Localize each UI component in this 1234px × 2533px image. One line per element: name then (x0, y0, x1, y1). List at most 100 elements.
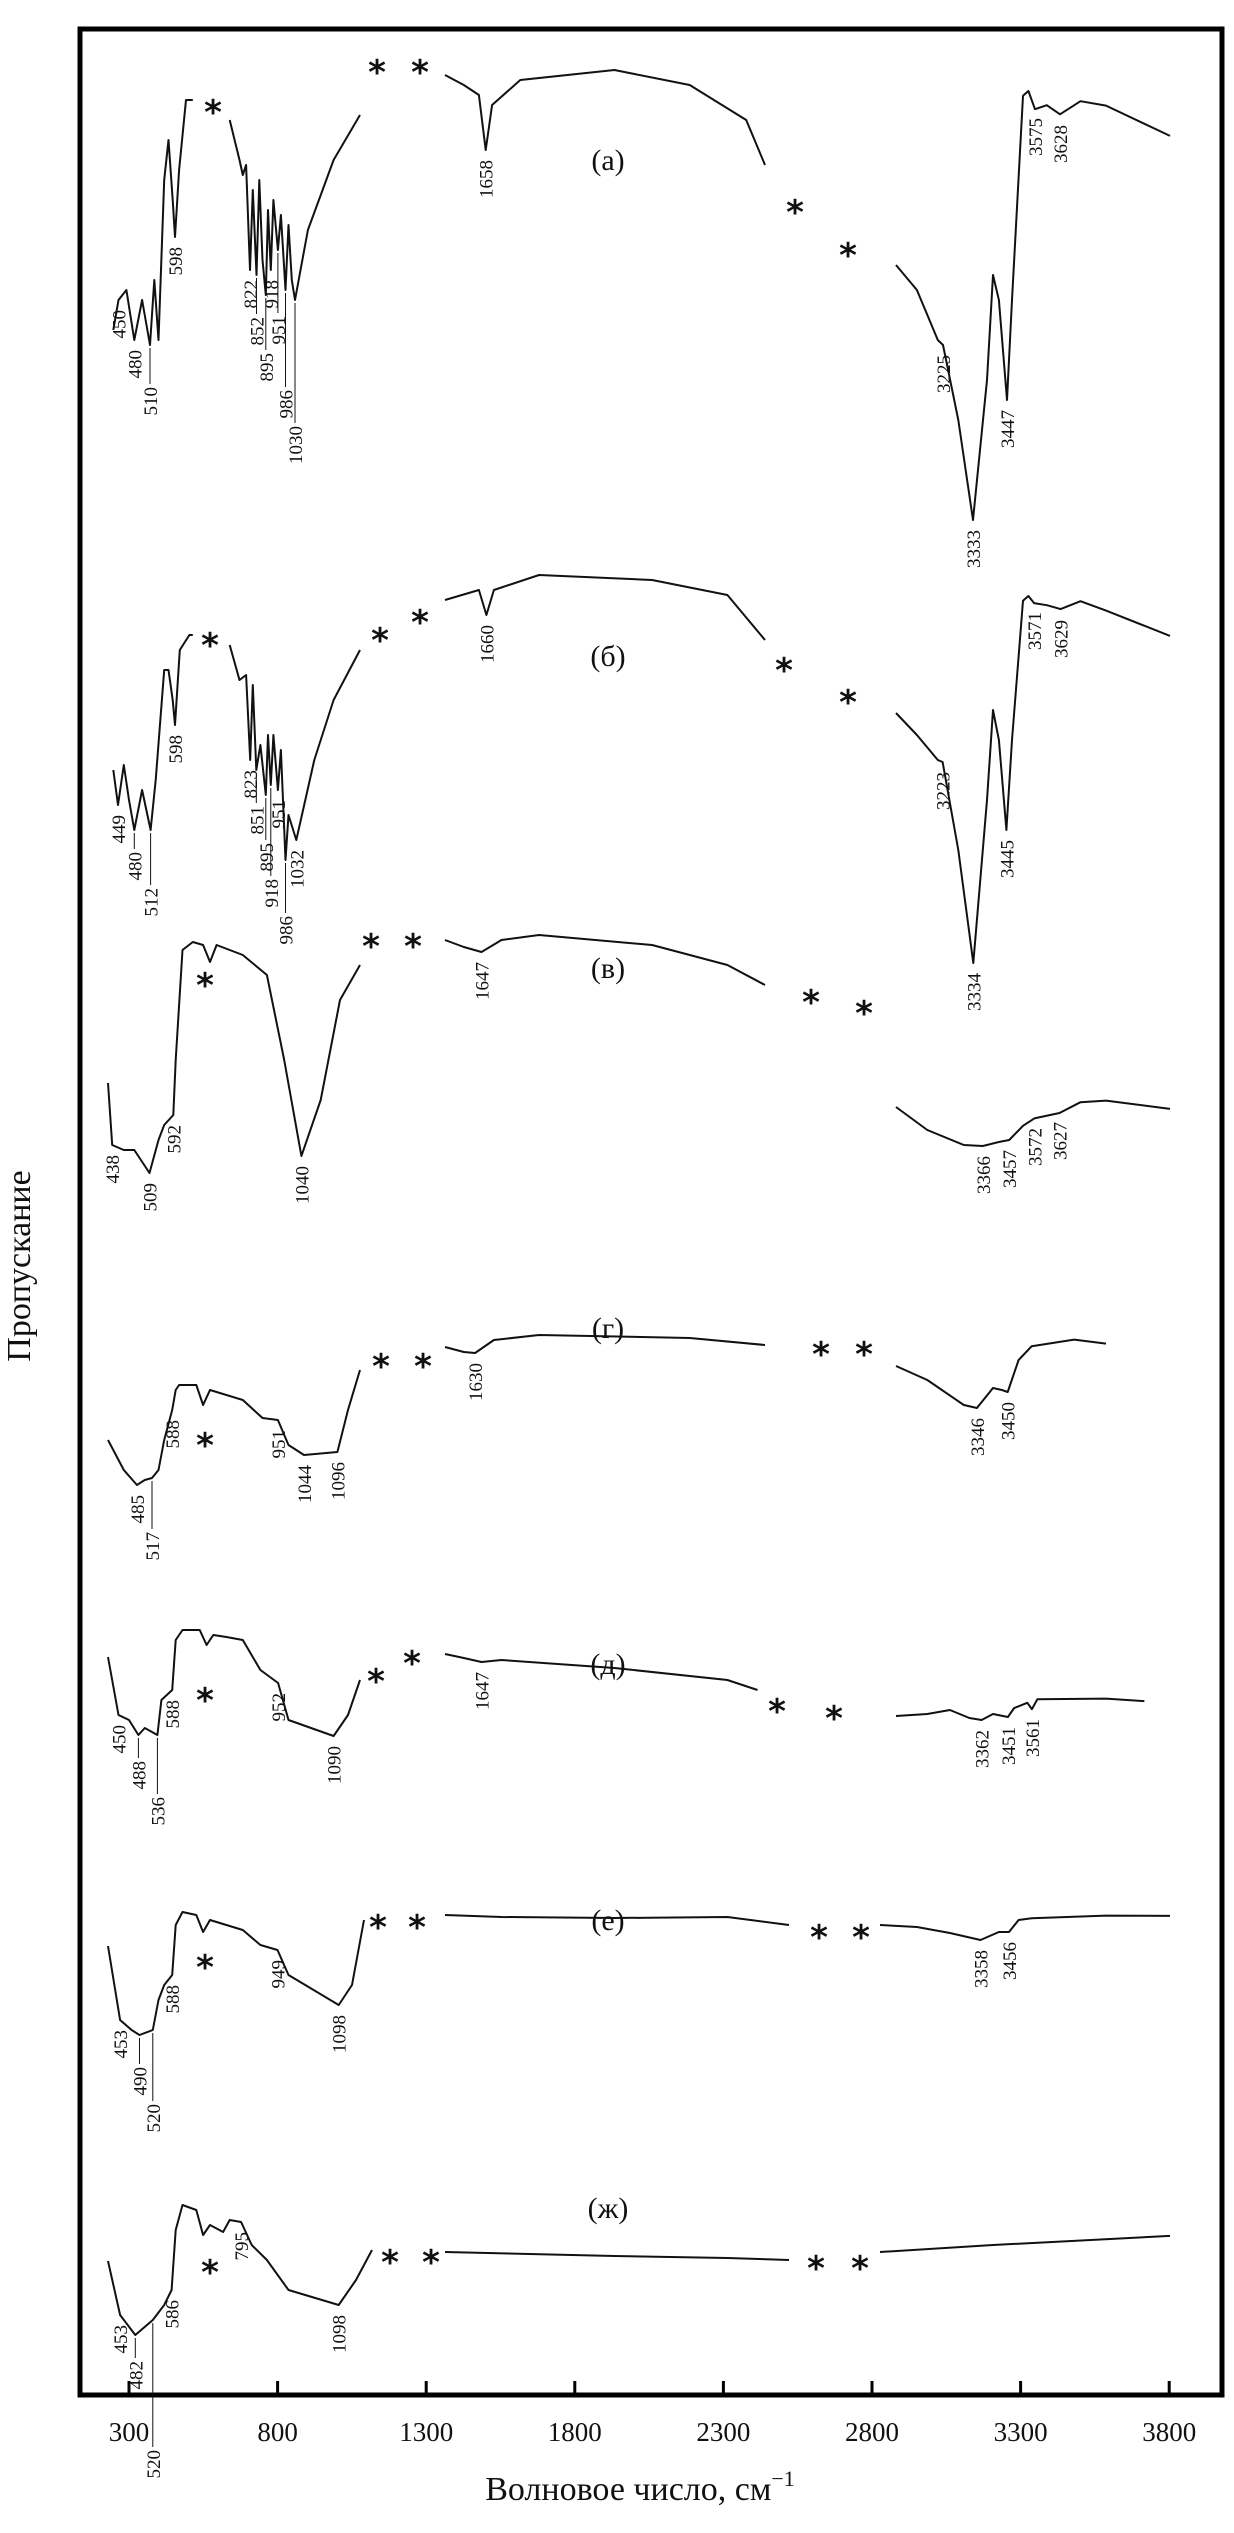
gap-marker: * (775, 651, 793, 691)
gap-marker: * (839, 236, 857, 276)
gap-marker: * (201, 626, 219, 666)
peak-label: 3334 (964, 973, 985, 1012)
gap-marker: * (371, 621, 389, 661)
peak-label: 3627 (1051, 1122, 1072, 1160)
spectrum-line (895, 90, 1171, 521)
peak-label: 3457 (1000, 1150, 1021, 1188)
spectrum-line (895, 1338, 1107, 1409)
peak-label: 588 (163, 1985, 184, 2014)
spectrum-2: * * * * * (б) 449 480 512 598 823 851 895 918 951 986 10… (109, 574, 1171, 1012)
gap-marker: * (411, 53, 429, 93)
peak-label: 3447 (998, 410, 1019, 448)
gap-marker: * (381, 2243, 399, 2283)
gap-marker: * (802, 983, 820, 1023)
plot-frame (77, 26, 1225, 2398)
peak-label: 3225 (934, 355, 955, 393)
spectrum-6: * * * * * (е) 453 490 520 588 949 1098 3358 3456 (107, 1904, 1171, 2133)
x-tick-label: 1800 (548, 2417, 602, 2447)
peak-label: 520 (144, 2450, 165, 2479)
gap-marker: * (839, 683, 857, 723)
gap-marker: * (403, 1644, 421, 1684)
gap-marker: * (807, 2249, 825, 2289)
peak-label: 1040 (292, 1166, 313, 1204)
spectra-group: * * * * * (а) 450 480 510 598 822 852 895 918 951 986 10… (103, 53, 1171, 2479)
peak-label: 3629 (1052, 620, 1073, 658)
peak-label: 822 (241, 280, 262, 309)
x-axis-title-text: Волновое число, см (485, 2471, 771, 2508)
peak-label: 1630 (466, 1363, 487, 1401)
peak-label: 1096 (328, 1462, 349, 1500)
peak-label: 918 (262, 280, 283, 309)
peak-label: 438 (103, 1155, 124, 1184)
gap-marker: * (422, 2243, 440, 2283)
gap-marker: * (810, 1918, 828, 1958)
peak-label: 3223 (934, 772, 955, 810)
x-tick-label: 3300 (994, 2417, 1048, 2447)
spectrum-7: * * * * * (ж) 453 482 520 586 795 1098 (107, 2192, 1171, 2479)
gap-marker: * (362, 927, 380, 967)
panel-label: (б) (590, 640, 625, 673)
peak-label: 823 (241, 770, 262, 799)
gap-marker: * (851, 2249, 869, 2289)
peak-label: 3572 (1025, 1128, 1046, 1166)
peak-label: 480 (125, 852, 146, 881)
panel-label: (ж) (588, 2192, 629, 2225)
peak-label: 517 (143, 1532, 164, 1561)
peak-label: 509 (141, 1183, 162, 1212)
peak-label: 1660 (477, 625, 498, 663)
x-tick-label: 800 (257, 2417, 298, 2447)
spectrum-1: * * * * * (а) 450 480 510 598 822 852 895 918 951 986 10… (110, 53, 1171, 568)
spectrum-5: * * * * * (д) 450 488 536 588 952 1090 1647 3362 3451 3… (107, 1629, 1145, 1826)
peak-label: 3456 (1000, 1942, 1021, 1980)
peak-label: 949 (269, 1960, 290, 1989)
gap-marker: * (855, 994, 873, 1034)
x-axis-title: Волновое число, см−1 (485, 2466, 795, 2508)
spectrum-line (228, 644, 361, 861)
spectrum-line (107, 1369, 361, 1486)
peak-label: 450 (110, 1725, 131, 1754)
gap-marker: * (196, 966, 214, 1006)
spectrum-line (879, 1914, 1171, 1941)
gap-marker: * (786, 193, 804, 233)
x-tick-label: 3800 (1142, 2417, 1196, 2447)
spectrum-line (107, 941, 361, 1174)
peak-label: 3358 (972, 1950, 993, 1988)
peak-label: 851 (247, 806, 268, 835)
gap-marker: * (404, 927, 422, 967)
spectrum-line (112, 634, 193, 831)
peak-label: 592 (164, 1125, 185, 1154)
peak-label: 1647 (473, 1672, 494, 1710)
peak-label: 795 (232, 2232, 253, 2261)
gap-marker: * (372, 1347, 390, 1387)
x-axis-title-superscript: −1 (771, 2466, 794, 2491)
peak-label: 598 (166, 247, 187, 276)
gap-marker: * (812, 1335, 830, 1375)
peak-label: 1044 (295, 1465, 316, 1504)
spectrum-line (895, 595, 1171, 964)
peak-label: 3362 (973, 1730, 994, 1768)
peak-label: 3561 (1023, 1719, 1044, 1757)
peak-label: 951 (269, 1430, 290, 1459)
peak-label: 986 (277, 390, 298, 419)
peak-label: 3450 (999, 1402, 1020, 1440)
peak-label: 1098 (330, 2015, 351, 2053)
x-tick-label: 1300 (399, 2417, 453, 2447)
panel-label: (д) (590, 1648, 625, 1681)
peak-label: 3366 (974, 1156, 995, 1194)
peak-label: 986 (277, 916, 298, 945)
x-tick-label: 300 (109, 2417, 150, 2447)
peak-label: 895 (257, 353, 278, 382)
peak-label: 512 (142, 888, 163, 917)
peak-label: 588 (163, 1420, 184, 1449)
spectrum-line (895, 1697, 1145, 1721)
peak-label: 895 (257, 843, 278, 872)
peak-label: 453 (111, 2325, 132, 2354)
peak-label: 588 (163, 1700, 184, 1729)
peak-label: 482 (126, 2361, 147, 2390)
gap-marker: * (855, 1335, 873, 1375)
peak-label: 450 (110, 310, 131, 339)
peak-label: 488 (129, 1761, 150, 1790)
peak-label: 3628 (1051, 125, 1072, 163)
panel-label: (е) (591, 1904, 624, 1937)
